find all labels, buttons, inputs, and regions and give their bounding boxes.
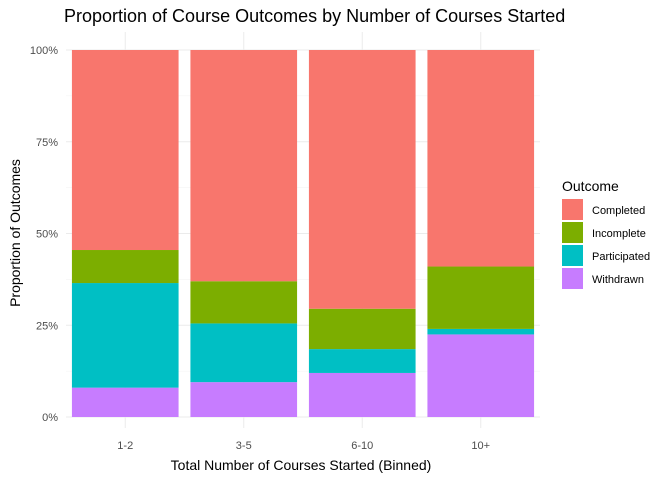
- legend-swatch-withdrawn: [562, 268, 583, 289]
- bars: [71, 50, 535, 417]
- bar-segment-completed: [71, 50, 179, 251]
- legend-label-withdrawn: Withdrawn: [592, 274, 644, 286]
- bar-segment-participated: [308, 349, 416, 373]
- y-tick-label: 0%: [42, 412, 58, 424]
- bar-segment-participated: [427, 328, 535, 335]
- bar-segment-incomplete: [190, 281, 298, 324]
- y-axis-title: Proportion of Outcomes: [7, 159, 23, 307]
- bar-segment-withdrawn: [71, 387, 179, 417]
- legend-swatch-participated: [562, 245, 583, 266]
- legend-label-participated: Participated: [592, 251, 650, 263]
- y-tick-label: 50%: [36, 229, 58, 241]
- bar-segment-withdrawn: [190, 382, 298, 417]
- legend-label-completed: Completed: [592, 205, 645, 217]
- bar-segment-withdrawn: [427, 334, 535, 417]
- bar-segment-incomplete: [71, 250, 179, 284]
- bar-segment-participated: [71, 283, 179, 388]
- y-tick-label: 100%: [30, 45, 58, 57]
- x-axis-title: Total Number of Courses Started (Binned): [171, 457, 432, 473]
- bar-segment-completed: [308, 50, 416, 309]
- x-tick-label: 10+: [471, 440, 490, 452]
- x-axis-ticks: 1-2 3-5 6-10 10+: [117, 440, 490, 452]
- chart-title: Proportion of Course Outcomes by Number …: [64, 6, 565, 26]
- bar-segment-completed: [190, 50, 298, 282]
- bar-segment-withdrawn: [308, 372, 416, 417]
- legend: Outcome Completed Incomplete Participated W…: [562, 178, 650, 289]
- legend-label-incomplete: Incomplete: [592, 228, 646, 240]
- x-tick-label: 6-10: [351, 440, 373, 452]
- x-tick-label: 3-5: [236, 440, 252, 452]
- y-tick-label: 25%: [36, 320, 58, 332]
- legend-swatch-incomplete: [562, 222, 583, 243]
- bar-segment-incomplete: [427, 266, 535, 329]
- y-tick-label: 75%: [36, 137, 58, 149]
- legend-swatch-completed: [562, 199, 583, 220]
- bar-segment-participated: [190, 323, 298, 383]
- bar-segment-completed: [427, 50, 535, 267]
- bar-segment-incomplete: [308, 308, 416, 350]
- y-axis-ticks: 0% 25% 50% 75% 100%: [30, 45, 58, 424]
- x-tick-label: 1-2: [117, 440, 133, 452]
- legend-title: Outcome: [562, 178, 619, 194]
